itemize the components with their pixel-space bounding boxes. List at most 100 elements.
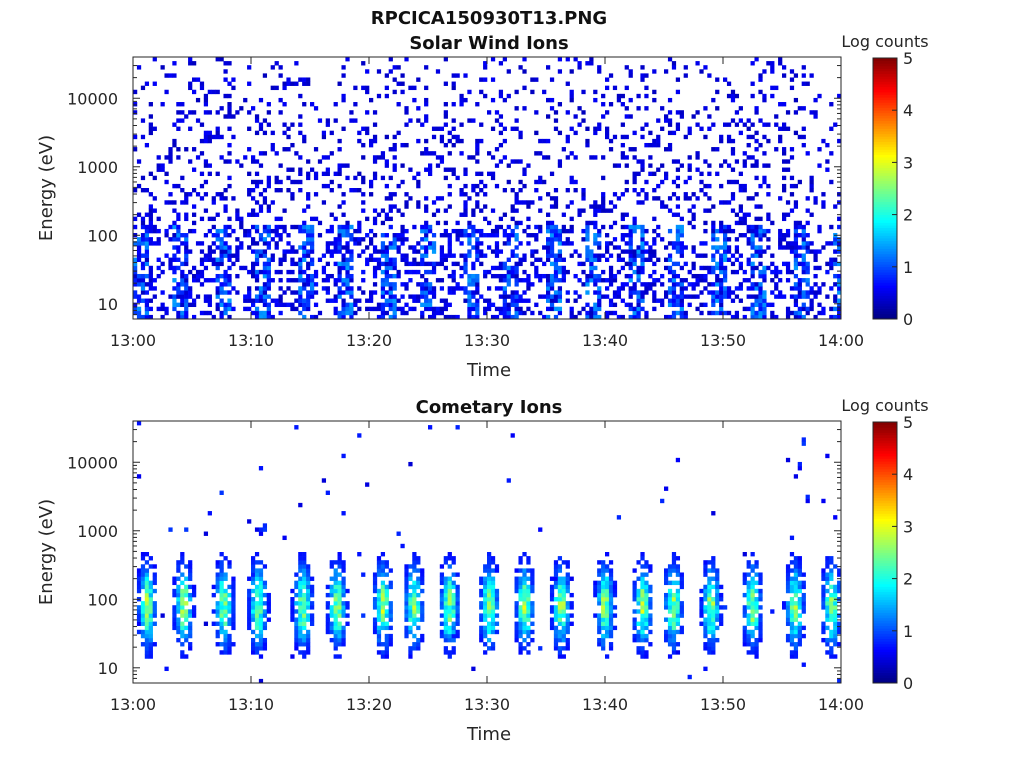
heatmap-cell: [396, 269, 401, 275]
heatmap-cell: [797, 461, 802, 467]
heatmap-cell: [483, 642, 488, 647]
heatmap-cell: [518, 257, 523, 262]
heatmap-cell: [219, 261, 224, 267]
heatmap-cell: [514, 208, 519, 213]
heatmap-cell: [262, 200, 268, 205]
heatmap-cell: [388, 605, 393, 610]
heatmap-cell: [825, 572, 830, 577]
heatmap-cell: [270, 65, 275, 70]
heatmap-cell: [483, 568, 488, 573]
heatmap-cell: [801, 605, 806, 610]
heatmap-cell: [188, 85, 193, 91]
heatmap-cell: [648, 613, 653, 618]
heatmap-cell: [160, 65, 165, 70]
heatmap-cell: [215, 306, 220, 312]
heatmap-cell: [573, 298, 578, 303]
heatmap-cell: [640, 646, 645, 651]
heatmap-cell: [290, 167, 295, 172]
heatmap-cell: [215, 110, 220, 115]
heatmap-cell: [557, 290, 563, 295]
heatmap-cell: [789, 85, 795, 91]
heatmap-cell: [707, 605, 712, 610]
heatmap-cell: [490, 642, 496, 647]
heatmap-cell: [207, 171, 212, 177]
heatmap-cell: [502, 233, 507, 238]
heatmap-cell: [738, 233, 743, 238]
colorbar-segment: [873, 185, 897, 189]
heatmap-cell: [608, 568, 614, 573]
heatmap-cell: [345, 278, 350, 283]
heatmap-cell: [215, 126, 220, 131]
heatmap-cell: [195, 155, 201, 160]
colorbar-segment: [873, 165, 897, 169]
heatmap-cell: [542, 294, 547, 299]
heatmap-cell: [384, 163, 389, 168]
heatmap-cell: [133, 188, 138, 193]
heatmap-cell: [148, 601, 153, 606]
heatmap-cell: [656, 142, 661, 148]
heatmap-cell: [605, 110, 610, 115]
heatmap-cell: [612, 220, 618, 226]
heatmap-cell: [569, 151, 574, 156]
heatmap-cell: [750, 617, 755, 622]
heatmap-cell: [337, 228, 342, 234]
heatmap-cell: [349, 265, 354, 271]
heatmap-cell: [447, 314, 452, 320]
heatmap-cell: [321, 265, 327, 271]
heatmap-cell: [144, 188, 150, 193]
heatmap-cell: [302, 81, 307, 86]
heatmap-cell: [258, 601, 264, 606]
heatmap-cell: [337, 625, 342, 631]
colorbar-segment: [873, 131, 897, 135]
heatmap-cell: [310, 237, 315, 242]
heatmap-cell: [746, 642, 751, 647]
heatmap-cell: [561, 625, 566, 631]
heatmap-cell: [337, 642, 342, 647]
heatmap-cell: [526, 592, 531, 598]
heatmap-cell: [451, 572, 456, 577]
heatmap-cell: [569, 306, 574, 312]
heatmap-cell: [490, 249, 496, 254]
heatmap-cell: [557, 228, 563, 234]
heatmap-cell: [431, 310, 437, 316]
heatmap-cell: [553, 196, 559, 201]
heatmap-cell: [392, 314, 397, 320]
heatmap-cell: [797, 245, 802, 250]
heatmap-cell: [211, 592, 216, 598]
heatmap-cell: [671, 597, 677, 602]
heatmap-cell: [667, 241, 673, 246]
heatmap-cell: [817, 265, 822, 271]
heatmap-cell: [243, 155, 248, 160]
heatmap-cell: [490, 171, 496, 177]
colorbar-segment: [873, 243, 897, 247]
heatmap-cell: [384, 282, 389, 287]
heatmap-cell: [310, 601, 315, 606]
heatmap-cell: [176, 237, 181, 242]
heatmap-cell: [298, 294, 303, 299]
heatmap-cell: [251, 642, 256, 647]
heatmap-cell: [671, 310, 677, 316]
heatmap-cell: [538, 273, 543, 279]
heatmap-cell: [144, 584, 150, 590]
heatmap-cell: [254, 621, 260, 626]
heatmap-cell: [762, 269, 767, 275]
heatmap-cell: [675, 568, 681, 573]
heatmap-cell: [380, 306, 386, 312]
heatmap-cell: [490, 592, 496, 598]
heatmap-cell: [471, 183, 476, 189]
heatmap-cell: [148, 273, 153, 279]
heatmap-cell: [494, 147, 500, 152]
heatmap-cell: [451, 228, 456, 234]
heatmap-cell: [723, 200, 728, 205]
colorbar-segment: [873, 107, 897, 111]
y-tick-label: 10: [98, 295, 118, 314]
heatmap-cell: [514, 253, 519, 258]
heatmap-cell: [152, 605, 157, 610]
heatmap-cell: [667, 568, 673, 573]
heatmap-cell: [581, 237, 586, 242]
heatmap-cell: [597, 580, 602, 586]
heatmap-cell: [184, 310, 189, 316]
heatmap-cell: [683, 134, 688, 140]
heatmap-cell: [589, 269, 594, 275]
heatmap-cell: [168, 265, 173, 271]
